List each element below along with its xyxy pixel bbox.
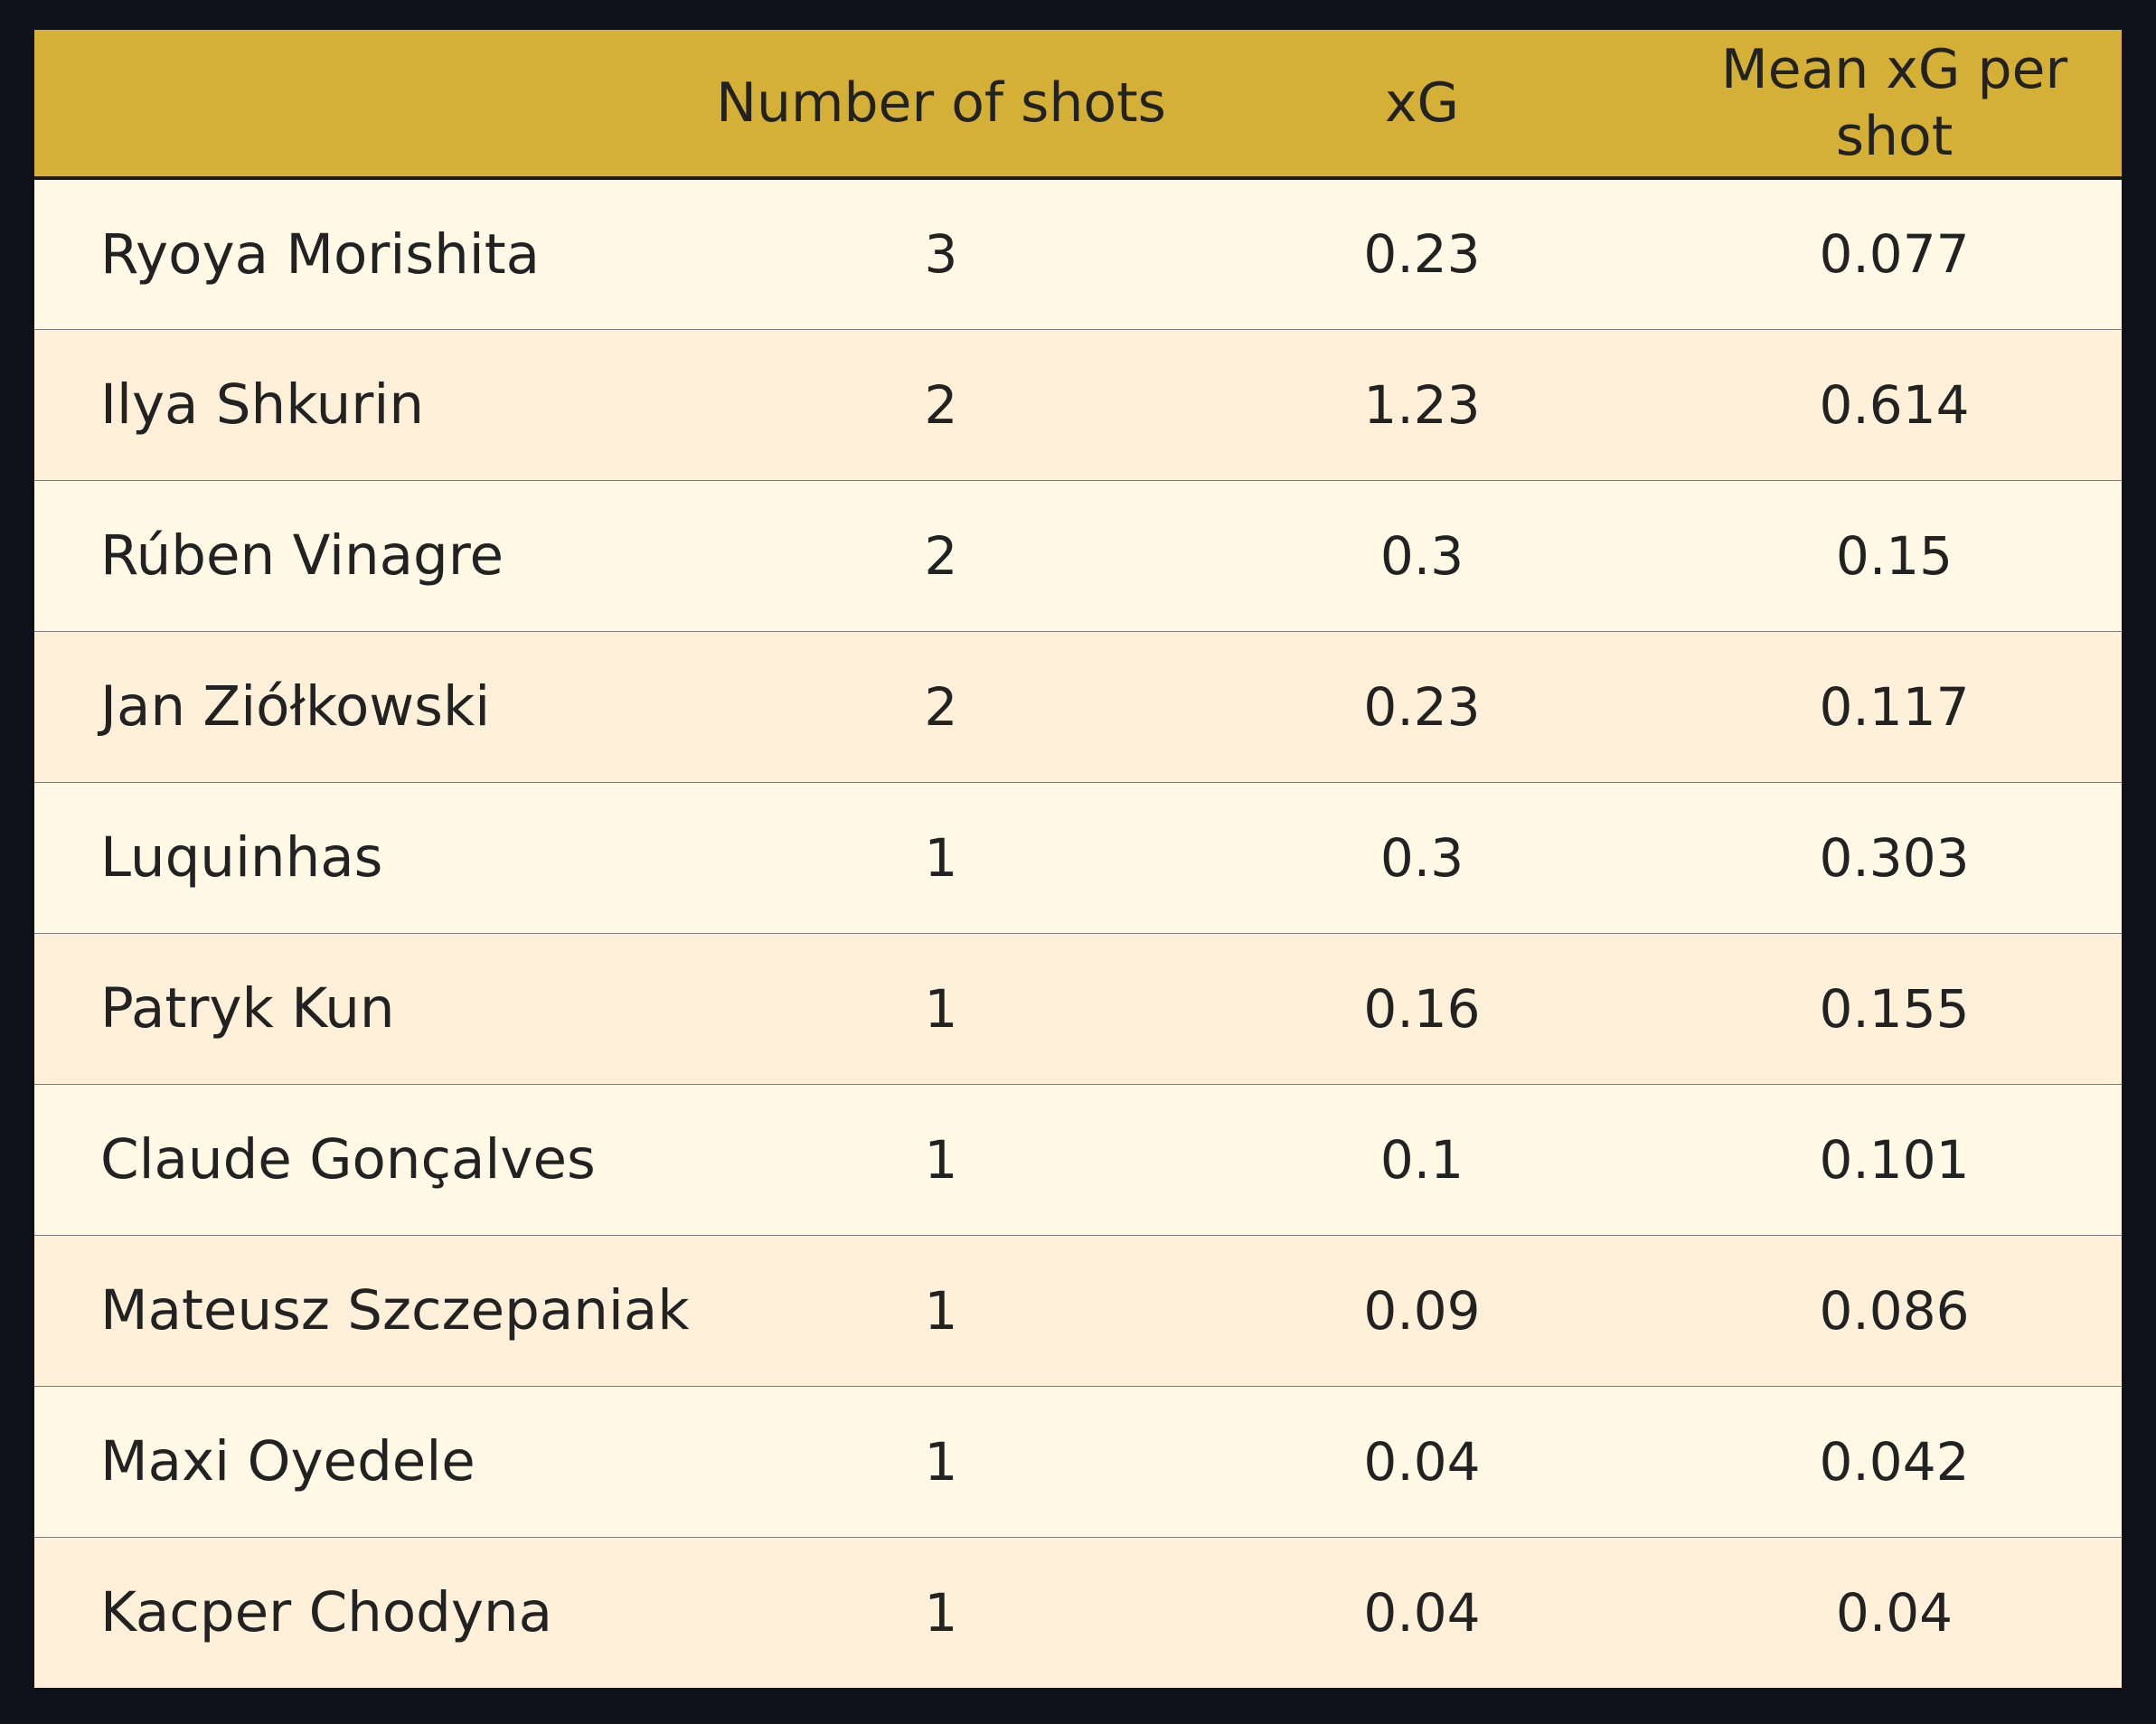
shots-cell: 1 — [705, 1536, 1177, 1688]
xg-cell: 0.23 — [1363, 223, 1481, 286]
mean-xg-cell: 0.303 — [1667, 781, 2122, 933]
table-body: Ryoya Morishita 3 0.23 0.077 Ilya Shkurin 2 1.… — [34, 178, 2122, 1688]
shots-cell: 1 — [705, 1083, 1177, 1235]
xg-cell: 0.16 — [1177, 932, 1667, 1084]
player-name-cell: Jan Ziółkowski — [34, 630, 705, 782]
mean-xg-cell: 0.04 — [1667, 1536, 2122, 1688]
stats-table-frame: Number of shots xG Mean xG per shot Ryoy… — [34, 30, 2122, 1688]
player-name-cell: Claude Gonçalves — [34, 1083, 705, 1235]
mean-xg-cell: 0.042 — [1667, 1385, 2122, 1537]
player-name-cell: Ilya Shkurin — [34, 328, 705, 480]
player-name-cell: Rúben Vinagre — [34, 479, 705, 631]
xg-cell: 0.3 — [1177, 479, 1667, 631]
table-row: Claude Gonçalves 1 0.1 0.101 — [34, 1083, 2122, 1235]
player-name-cell: Luquinhas — [34, 781, 705, 933]
player-name-cell: Kacper Chodyna — [34, 1536, 705, 1688]
mean-xg-cell: 0.614 — [1667, 328, 2122, 480]
mean-xg-cell: 0.086 — [1667, 1234, 2122, 1386]
table-row: Kacper Chodyna 1 0.04 0.04 — [34, 1536, 2122, 1688]
table-row: Mateusz Szczepaniak 1 0.09 0.086 — [34, 1234, 2122, 1386]
shots-cell: 1 — [705, 781, 1177, 933]
table-header-row: Number of shots xG Mean xG per shot — [34, 30, 2122, 180]
shots-cell: 1 — [705, 932, 1177, 1084]
mean-xg-cell: 0.155 — [1667, 932, 2122, 1084]
player-xg-table: Number of shots xG Mean xG per shot Ryoy… — [34, 30, 2122, 1688]
shots-cell: 2 — [705, 328, 1177, 480]
table-row: Ryoya Morishita 3 0.23 0.077 — [34, 178, 2122, 329]
shots-cell: 2 — [705, 630, 1177, 782]
table-row: Maxi Oyedele 1 0.04 0.042 — [34, 1385, 2122, 1537]
header-number-of-shots: Number of shots — [705, 30, 1177, 180]
shots-cell: 2 — [705, 479, 1177, 631]
xg-cell: 0.09 — [1177, 1234, 1667, 1386]
xg-cell: 0.04 — [1177, 1385, 1667, 1537]
xg-cell: 0.1 — [1177, 1083, 1667, 1235]
mean-xg-cell: 0.077 — [1819, 223, 1970, 286]
xg-cell: 0.3 — [1177, 781, 1667, 933]
mean-xg-cell: 0.101 — [1667, 1083, 2122, 1235]
mean-xg-cell: 0.117 — [1667, 630, 2122, 782]
header-mean-xg-per-shot: Mean xG per shot — [1667, 30, 2122, 180]
mean-xg-cell: 0.15 — [1667, 479, 2122, 631]
xg-cell: 0.23 — [1177, 630, 1667, 782]
shots-cell: 3 — [924, 223, 958, 286]
header-xg: xG — [1177, 30, 1667, 180]
shots-cell: 1 — [705, 1385, 1177, 1537]
player-name-cell: Mateusz Szczepaniak — [34, 1234, 705, 1386]
table-row: Rúben Vinagre 2 0.3 0.15 — [34, 479, 2122, 631]
xg-cell: 0.04 — [1177, 1536, 1667, 1688]
header-player — [34, 30, 705, 180]
table-row: Jan Ziółkowski 2 0.23 0.117 — [34, 630, 2122, 782]
player-name-cell: Patryk Kun — [34, 932, 705, 1084]
xg-cell: 1.23 — [1177, 328, 1667, 480]
player-name-cell: Maxi Oyedele — [34, 1385, 705, 1537]
table-row: Patryk Kun 1 0.16 0.155 — [34, 932, 2122, 1084]
table-row: Ilya Shkurin 2 1.23 0.614 — [34, 328, 2122, 480]
shots-cell: 1 — [705, 1234, 1177, 1386]
table-row: Luquinhas 1 0.3 0.303 — [34, 781, 2122, 933]
player-name-cell: Ryoya Morishita — [100, 221, 541, 287]
